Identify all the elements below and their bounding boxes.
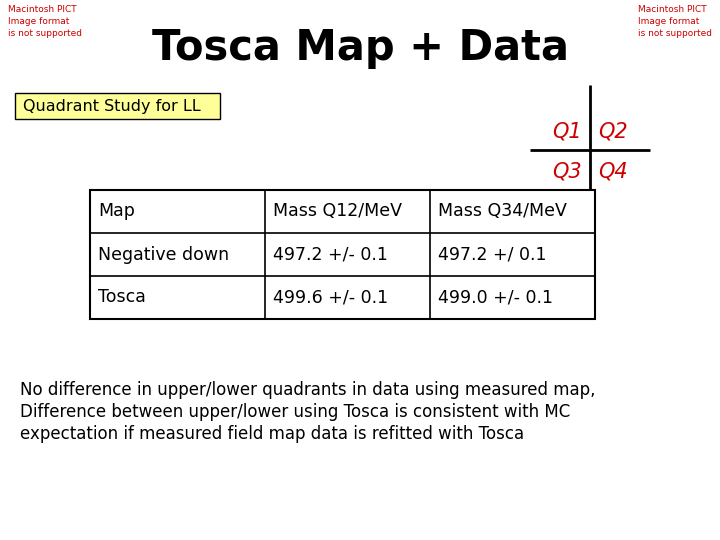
- Text: Q2: Q2: [598, 122, 628, 142]
- Bar: [15, 93, 220, 119]
- Text: Q4: Q4: [598, 162, 628, 182]
- Text: 499.0 +/- 0.1: 499.0 +/- 0.1: [438, 288, 553, 307]
- Text: Mass Q12/MeV: Mass Q12/MeV: [273, 202, 402, 220]
- Text: 499.6 +/- 0.1: 499.6 +/- 0.1: [273, 288, 388, 307]
- Text: Q1: Q1: [552, 122, 582, 142]
- Text: Macintosh PICT
Image format
is not supported: Macintosh PICT Image format is not suppo…: [8, 5, 82, 38]
- Text: Difference between upper/lower using Tosca is consistent with MC: Difference between upper/lower using Tos…: [20, 403, 570, 421]
- Text: Map: Map: [98, 202, 135, 220]
- Bar: [90, 190, 595, 319]
- Text: Q3: Q3: [552, 162, 582, 182]
- Text: Mass Q34/MeV: Mass Q34/MeV: [438, 202, 567, 220]
- Text: expectation if measured field map data is refitted with Tosca: expectation if measured field map data i…: [20, 425, 524, 443]
- Text: Quadrant Study for LL: Quadrant Study for LL: [23, 98, 201, 113]
- Text: 497.2 +/- 0.1: 497.2 +/- 0.1: [273, 246, 388, 264]
- Text: Macintosh PICT
Image format
is not supported: Macintosh PICT Image format is not suppo…: [638, 5, 712, 38]
- Text: Negative down: Negative down: [98, 246, 229, 264]
- Text: 497.2 +/ 0.1: 497.2 +/ 0.1: [438, 246, 546, 264]
- Text: Tosca Map + Data: Tosca Map + Data: [151, 27, 569, 69]
- Text: Tosca: Tosca: [98, 288, 146, 307]
- Text: No difference in upper/lower quadrants in data using measured map,: No difference in upper/lower quadrants i…: [20, 381, 595, 399]
